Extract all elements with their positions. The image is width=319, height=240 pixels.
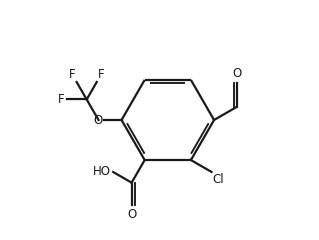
Text: O: O xyxy=(232,67,241,80)
Text: F: F xyxy=(98,68,105,81)
Text: F: F xyxy=(58,93,65,106)
Text: F: F xyxy=(69,68,75,81)
Text: O: O xyxy=(93,114,102,126)
Text: O: O xyxy=(127,208,136,221)
Text: Cl: Cl xyxy=(213,173,224,186)
Text: HO: HO xyxy=(93,166,111,179)
